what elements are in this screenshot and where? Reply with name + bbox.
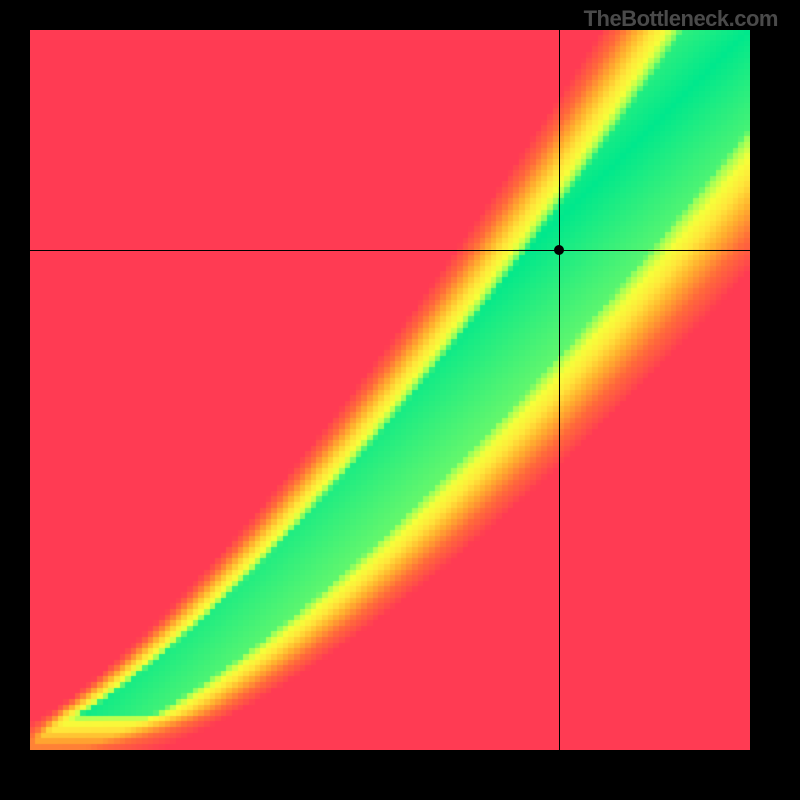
chart-container: TheBottleneck.com bbox=[0, 0, 800, 800]
crosshair-horizontal bbox=[30, 250, 750, 251]
heatmap-canvas bbox=[30, 30, 750, 750]
heatmap-wrap bbox=[30, 30, 750, 750]
watermark-text: TheBottleneck.com bbox=[584, 6, 778, 32]
crosshair-marker bbox=[554, 245, 564, 255]
crosshair-vertical bbox=[559, 30, 560, 750]
